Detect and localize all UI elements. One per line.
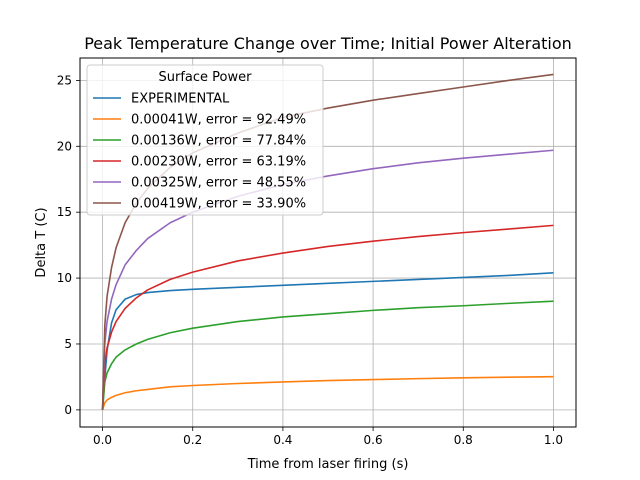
legend-entries: EXPERIMENTAL 0.00041W, error = 92.49% 0.00… <box>93 92 306 212</box>
plot-area-frame <box>79 57 577 428</box>
legend-label: 0.00230W, error = 63.19% <box>131 155 306 170</box>
y-tick-label: 25 <box>57 73 72 87</box>
x-tick-label: 0.4 <box>273 433 292 447</box>
chart-title: Peak Temperature Change over Time; Initi… <box>84 34 572 53</box>
legend-label: EXPERIMENTAL <box>131 92 230 107</box>
series-line-1 <box>101 272 554 410</box>
series-line-3 <box>101 300 554 410</box>
x-tick-label: 0.6 <box>364 433 383 447</box>
y-tick-label: 5 <box>64 337 72 351</box>
grid-lines <box>80 58 576 427</box>
axis-ticks: 0.0 0.2 0.4 0.6 0.8 1.0 0 5 10 15 20 25 <box>57 73 563 447</box>
y-tick-label: 15 <box>57 205 72 219</box>
x-tick-label: 0.2 <box>183 433 202 447</box>
legend-label: 0.00136W, error = 77.84% <box>131 134 306 149</box>
legend-label: 0.00419W, error = 33.90% <box>131 197 306 212</box>
series-line-2 <box>101 375 554 411</box>
legend-label: 0.00325W, error = 48.55% <box>131 176 306 191</box>
x-tick-label: 0.8 <box>454 433 473 447</box>
x-tick-label: 1.0 <box>544 433 563 447</box>
series-line-5 <box>101 149 554 410</box>
y-tick-label: 0 <box>64 403 72 417</box>
y-tick-label: 20 <box>57 139 72 153</box>
x-axis-label: Time from laser firing (s) <box>247 457 409 472</box>
legend: Surface Power EXPERIMENTAL 0.00041W, erro… <box>86 64 324 216</box>
legend-title: Surface Power <box>159 70 253 85</box>
y-axis-label: Delta T (C) <box>34 207 49 277</box>
legend-box <box>86 64 324 216</box>
y-tick-label: 10 <box>57 271 72 285</box>
series-line-4 <box>101 224 554 410</box>
legend-label: 0.00041W, error = 92.49% <box>131 113 306 128</box>
x-tick-label: 0.0 <box>93 433 112 447</box>
